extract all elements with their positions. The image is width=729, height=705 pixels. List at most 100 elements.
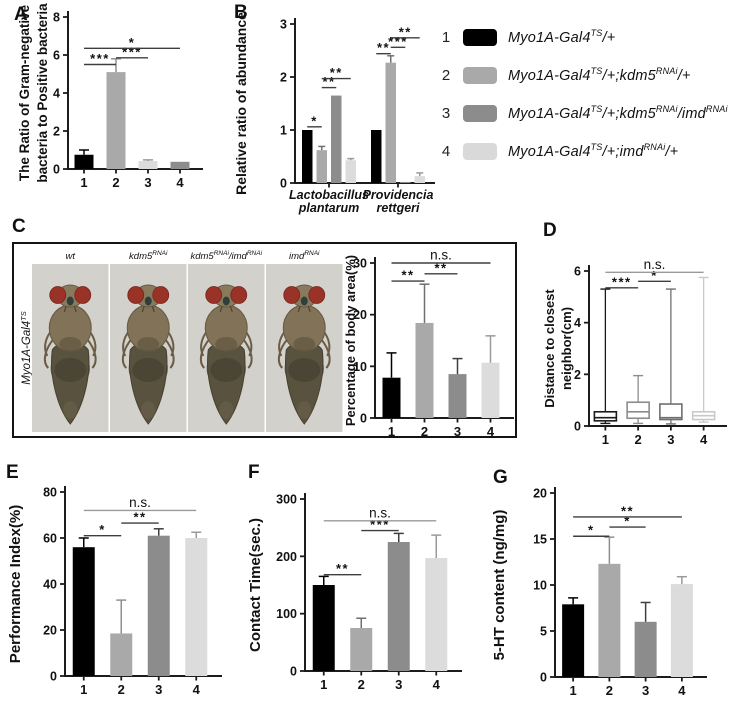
fly-illustration <box>199 284 253 425</box>
panel-a-chart: 0 2 4 6 8 The Ratio of Gram-negative bacteria … <box>17 3 203 190</box>
superscript: RNAi <box>655 66 678 77</box>
bars <box>74 58 190 169</box>
significance: ** <box>323 561 362 576</box>
svg-text:**: ** <box>401 268 414 283</box>
svg-text:5-HT content (ng/mg): 5-HT content (ng/mg) <box>491 510 508 661</box>
svg-text:1: 1 <box>570 683 577 698</box>
superscript: TS <box>590 142 603 153</box>
superscript: TS <box>590 66 603 77</box>
panel-b-label: B <box>234 2 248 23</box>
bar <box>350 628 373 671</box>
svg-text:n.s.: n.s. <box>369 505 391 520</box>
svg-text:3: 3 <box>395 677 402 692</box>
svg-text:*: * <box>129 35 136 50</box>
bar <box>316 150 327 183</box>
svg-text:20: 20 <box>43 624 57 638</box>
significance: ** <box>391 268 425 283</box>
significance: ** <box>121 510 159 525</box>
genotype-label: Myo1A-Gal4TS/+;imdRNAi/+ <box>508 142 679 160</box>
svg-text:80: 80 <box>43 486 57 500</box>
svg-text:Percentage of body area(%): Percentage of body area(%) <box>343 255 358 426</box>
svg-text:2: 2 <box>358 677 365 692</box>
svg-text:Relative ratio of abundance: Relative ratio of abundance <box>233 12 249 195</box>
panel-f-label: F <box>248 462 260 483</box>
box <box>626 401 650 420</box>
axes: 0 2 4 6 8 The Ratio of Gram-negative bacteria … <box>17 3 203 183</box>
svg-text:3: 3 <box>642 683 649 698</box>
significance: * <box>84 35 180 50</box>
svg-text:60: 60 <box>43 532 57 546</box>
fly-illustration <box>43 284 97 425</box>
x-tick: 2 <box>358 671 365 692</box>
svg-text:3: 3 <box>280 18 287 32</box>
svg-text:**: ** <box>336 561 349 576</box>
bar <box>371 130 382 183</box>
svg-text:Distance to closest: Distance to closest <box>542 289 557 408</box>
svg-text:2: 2 <box>112 175 119 190</box>
svg-text:3: 3 <box>144 175 151 190</box>
significance: * <box>609 514 646 529</box>
legend-swatch <box>463 28 497 46</box>
svg-text:1: 1 <box>80 175 87 190</box>
bar <box>415 322 434 418</box>
svg-text:40: 40 <box>43 578 57 592</box>
legend-item: 4 Myo1A-Gal4TS/+;imdRNAi/+ <box>438 140 728 162</box>
svg-text:4: 4 <box>433 677 441 692</box>
svg-text:0: 0 <box>574 420 581 434</box>
axes: 0 5 10 15 20 5-HT content (ng/mg) <box>491 487 707 685</box>
svg-text:1: 1 <box>320 677 327 692</box>
svg-text:neighbor(cm): neighbor(cm) <box>559 307 574 390</box>
x-tick: 2 <box>112 169 120 190</box>
legend: 1 Myo1A-Gal4TS/+ 2 Myo1A-Gal4TS/+;kdm5RNAi/… <box>438 26 728 178</box>
svg-text:*: * <box>99 522 106 537</box>
legend-item: 2 Myo1A-Gal4TS/+;kdm5RNAi/+ <box>438 64 728 86</box>
svg-text:2: 2 <box>53 125 60 139</box>
svg-text:***: *** <box>90 51 110 66</box>
significance: n.s. <box>605 257 704 273</box>
svg-text:0: 0 <box>290 665 297 679</box>
panel-g-label: G <box>493 467 508 488</box>
bar <box>425 558 448 671</box>
significance: * <box>83 522 122 537</box>
bar <box>302 130 313 183</box>
axes: 0 2 4 6 Distance to closest neighbor(cm) <box>542 265 727 434</box>
bar <box>185 538 208 676</box>
legend-item: 1 Myo1A-Gal4TS/+ <box>438 26 728 48</box>
svg-text:5: 5 <box>540 625 547 639</box>
bar <box>382 377 401 418</box>
svg-text:300: 300 <box>276 493 297 507</box>
svg-text:10: 10 <box>353 360 367 374</box>
x-tick: 2 <box>635 426 642 447</box>
significance: ** <box>424 260 458 275</box>
svg-text:4: 4 <box>176 175 184 190</box>
x-tick: 1 <box>320 671 327 692</box>
svg-text:10: 10 <box>533 579 547 593</box>
svg-text:2: 2 <box>606 683 613 698</box>
svg-text:**: ** <box>322 74 335 89</box>
bar <box>448 374 467 418</box>
significance: * <box>638 268 671 283</box>
genotype-side-label: Myo1A-Gal4TS <box>19 311 33 385</box>
superscript: RNAi <box>643 142 666 153</box>
svg-text:n.s.: n.s. <box>430 248 452 263</box>
svg-text:**: ** <box>434 260 447 275</box>
svg-text:30: 30 <box>353 257 367 271</box>
svg-text:2: 2 <box>574 368 581 382</box>
svg-text:100: 100 <box>276 607 297 621</box>
x-tick: 3 <box>155 676 162 697</box>
genotype-label: Myo1A-Gal4TS/+ <box>508 28 616 46</box>
legend-swatch <box>463 104 497 122</box>
bar <box>74 154 94 169</box>
legend-item: 3 Myo1A-Gal4TS/+;kdm5RNAi/imdRNAi <box>438 102 728 124</box>
svg-text:3: 3 <box>454 424 461 439</box>
bar <box>562 604 585 677</box>
x-tick: 1 <box>570 677 577 698</box>
fly-genotype-label: kdm5RNAi/imdRNAi <box>190 250 262 262</box>
svg-text:0: 0 <box>53 163 60 177</box>
svg-text:n.s.: n.s. <box>644 257 666 272</box>
svg-text:Performance Index(%): Performance Index(%) <box>7 505 24 663</box>
bar <box>106 72 126 169</box>
